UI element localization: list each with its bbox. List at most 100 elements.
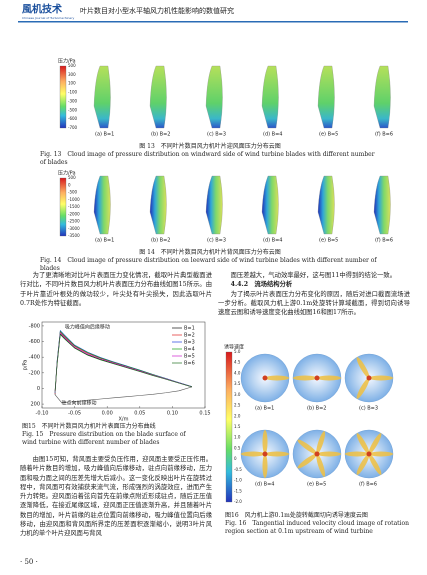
panel-label: (e) B=5 <box>319 238 338 244</box>
logo: 風机技术 <box>22 3 62 16</box>
caption-en: Fig. 13 Cloud image of pressure distribu… <box>40 151 375 166</box>
blade <box>261 65 279 129</box>
blade <box>205 65 223 129</box>
colorbar-tick-label: 1.5 <box>234 424 241 429</box>
wake-streak <box>316 453 326 477</box>
series-line <box>54 330 193 393</box>
blade <box>149 65 167 129</box>
colorbar-tick-label: 1.0 <box>234 435 241 440</box>
colorbar-tick-label: -300 <box>68 98 78 103</box>
paragraph: 面压差越大，气动效率最好，这与图11中得到的结论一致。 <box>230 272 397 279</box>
series-line <box>54 333 193 395</box>
running-title: 叶片数目对小型水平轴风力机性能影响的数值研究 <box>80 6 234 15</box>
caption-cn: 图15 不同叶片数目风力机叶片表面压力分布曲线 <box>22 423 156 430</box>
colorbar-tick-label: -0.5 <box>234 467 242 472</box>
y-axis-label: p/Pa <box>23 360 29 371</box>
wake-streak <box>356 357 370 379</box>
wake-streak <box>241 451 265 457</box>
x-tick-label: 0.05 <box>134 411 145 417</box>
colorbar-tick-label: -500 <box>68 107 78 112</box>
colorbar-tick-label: -500 <box>68 190 78 195</box>
colorbar-tick-label: -1500 <box>68 204 80 209</box>
colorbar-title: 诱导速度 <box>224 344 244 351</box>
panel-label: (c) B=3 <box>359 406 378 412</box>
legend-label: B=5 <box>184 354 195 360</box>
x-tick-label: 0.10 <box>167 411 178 417</box>
wake-streak <box>317 375 341 381</box>
pressure-side-line <box>54 386 193 403</box>
y-tick-label: -400 <box>29 355 40 361</box>
panel-label: (c) B=3 <box>207 132 226 138</box>
colorbar-tick-label: -2000 <box>68 211 80 216</box>
colorbar-tick-label: -1.5 <box>234 488 242 493</box>
y-tick-label: -200 <box>29 370 40 376</box>
panel-label: (f) B=6 <box>375 238 393 244</box>
hub <box>366 451 372 457</box>
hub <box>262 375 268 381</box>
paragraph: 为了揭示叶片表面压力分布变化的原因，随后对进口截面流场进一步分析。截取风力机上游… <box>218 290 410 317</box>
caption-en: Fig. 16 Tangential induced velocity clou… <box>225 520 409 535</box>
blade <box>373 65 391 129</box>
wake-streak <box>356 433 370 455</box>
wake-streak <box>369 375 393 381</box>
legend-label: B=2 <box>184 333 195 339</box>
wake-streak <box>368 433 382 455</box>
panel-label: (b) B=2 <box>151 132 170 138</box>
x-tick-label: -0.05 <box>68 411 81 417</box>
wake-streak <box>369 451 393 457</box>
colorbar-tick-label: -3500 <box>68 233 80 238</box>
blade <box>205 175 223 235</box>
paragraph: 由图15可知，背风面主要受负压作用，迎风面主要受正压作用。随着叶片数目的增加，吸… <box>20 456 212 538</box>
colorbar-title: 压力/Pa <box>58 170 76 177</box>
panel-label: (c) B=3 <box>207 238 226 244</box>
hub <box>366 375 372 381</box>
wake-streak <box>265 451 289 457</box>
colorbar-tick-label: -2500 <box>68 219 80 224</box>
y-tick-label: -600 <box>29 339 40 345</box>
blade <box>93 65 111 129</box>
colorbar-tick-label: 3.0 <box>234 392 241 397</box>
series-line <box>54 333 193 391</box>
wake-streak <box>265 375 289 381</box>
blade <box>317 175 335 235</box>
header-rule <box>18 21 408 23</box>
wake-streak <box>345 451 369 457</box>
caption-en: Fig. 14 Cloud image of pressure distribu… <box>40 257 377 272</box>
colorbar-tick-label: -1.0 <box>234 478 242 483</box>
colorbar-title: 压力/Pa <box>58 58 76 65</box>
hub <box>314 375 320 381</box>
wake-streak <box>356 453 370 475</box>
colorbar-tick-label: -600 <box>68 116 78 121</box>
panel-label: (a) B=1 <box>255 406 274 412</box>
wake-streak <box>293 375 317 381</box>
wake-streak <box>297 453 318 469</box>
panel-label: (e) B=5 <box>307 482 326 488</box>
colorbar-tick-label: 4.0 <box>234 370 241 375</box>
blade <box>93 175 111 235</box>
colorbar-tick-label: 5.0 <box>234 349 241 354</box>
x-tick-label: -0.10 <box>36 411 49 417</box>
colorbar <box>59 65 67 129</box>
colorbar-tick-label: -100 <box>68 90 78 95</box>
hub <box>314 451 320 457</box>
paragraph: 为了更清晰地对比叶片表面压力变化情况，截取叶片典型截面进行对比，不同叶片数目风力… <box>20 272 212 307</box>
y-tick-label: -800 <box>29 323 40 329</box>
panel-label: (e) B=5 <box>319 132 338 138</box>
caption-cn: 图 14 不同叶片数目风力机叶片背风面压力分布云图 <box>139 249 281 256</box>
colorbar-tick-label: 500 <box>68 175 76 180</box>
panel-label: (d) B=4 <box>263 238 282 244</box>
blade <box>373 175 391 235</box>
colorbar-tick-label: 2.0 <box>234 413 241 418</box>
hub <box>262 451 268 457</box>
y-tick-label: 0 <box>37 386 40 392</box>
panel-label: (d) B=4 <box>255 482 274 488</box>
series-line <box>54 332 193 392</box>
section-heading: 4.4.2 流场结构分析 <box>230 281 293 289</box>
legend-label: B=4 <box>184 347 195 353</box>
blade <box>261 175 279 235</box>
colorbar-tick-label: 300 <box>68 72 76 77</box>
colorbar <box>225 351 233 503</box>
panel-label: (f) B=6 <box>359 482 377 488</box>
